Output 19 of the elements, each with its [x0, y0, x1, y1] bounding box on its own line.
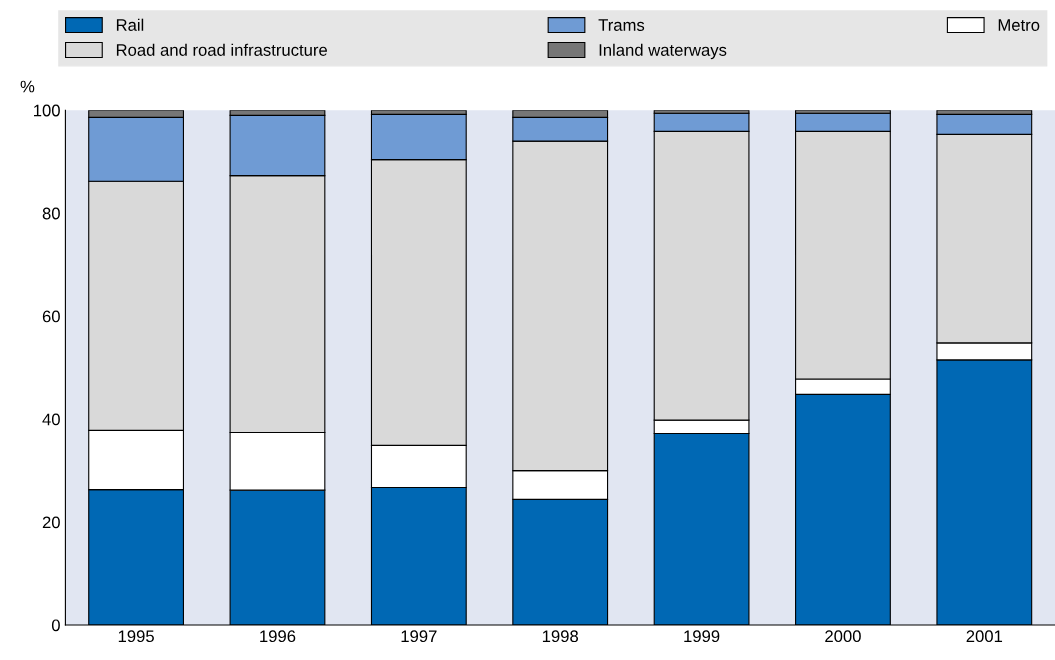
legend-label: Trams [598, 19, 645, 31]
y-tick-label: 60 [42, 310, 60, 323]
x-tick-label: 2001 [966, 630, 1003, 643]
legend-label: Inland waterways [599, 43, 727, 60]
x-tick-label: 1996 [260, 630, 296, 643]
x-tick-label: 1998 [542, 630, 579, 643]
x-tick-label: 1999 [684, 630, 720, 643]
y-tick-label: 80 [42, 207, 60, 220]
y-tick-label: 100 [34, 104, 60, 117]
x-tick-label: 1997 [401, 630, 437, 643]
x-tick-label: 2000 [825, 630, 861, 643]
y-tick-label: 0 [51, 619, 60, 632]
x-tick-label: 1995 [118, 630, 154, 643]
legend-label: Metro [998, 19, 1040, 31]
legend-label: Road and road infrastructure [116, 43, 327, 56]
y-tick-label: 20 [42, 516, 60, 529]
y-axis-title: % [20, 80, 35, 93]
legend-label: Rail [116, 18, 144, 31]
y-tick-label: 40 [42, 413, 60, 426]
